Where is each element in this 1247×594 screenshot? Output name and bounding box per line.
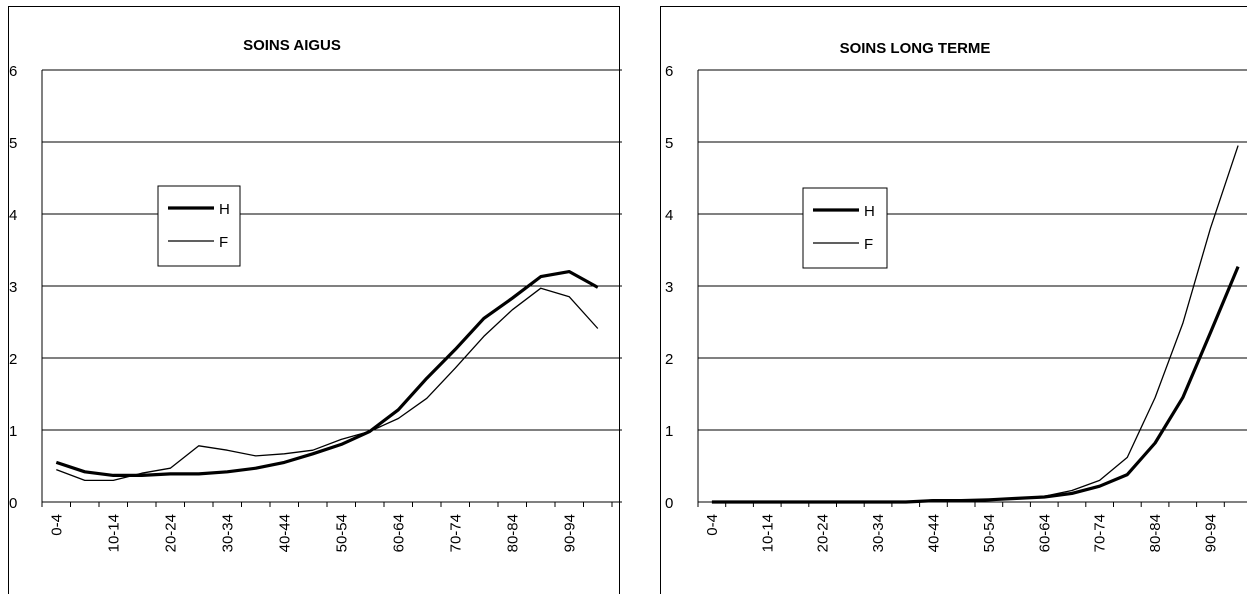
legend-label-f: F <box>864 236 873 253</box>
legend-box <box>802 187 888 269</box>
chart-frame <box>660 6 1247 594</box>
x-tick-label: 50-54 <box>333 514 350 552</box>
x-tick-label: 50-54 <box>981 514 998 552</box>
series-line-f <box>711 145 1239 503</box>
x-tick-label: 20-24 <box>162 514 179 552</box>
x-tick-label: 80-84 <box>1147 514 1164 552</box>
y-tick-label: 2 <box>9 351 17 368</box>
y-tick-label: 0 <box>665 495 673 512</box>
x-tick-label: 0-4 <box>48 514 65 536</box>
chart-title: SOINS LONG TERME <box>840 40 991 57</box>
y-tick-label: 5 <box>665 135 673 152</box>
y-tick-label: 1 <box>9 423 17 440</box>
series-line-f <box>56 287 599 482</box>
series-line-h <box>711 265 1240 504</box>
y-tick-label: 2 <box>665 351 673 368</box>
x-tick-label: 10-14 <box>759 514 776 552</box>
chart-panel-soins-aigus: SOINS AIGUS 0 1 2 3 4 5 6 0-4 10-14 20-24 30-34 40-4… <box>0 0 622 594</box>
x-tick-label: 60-64 <box>390 514 407 552</box>
x-tick-label: 40-44 <box>925 514 942 552</box>
y-tick-label: 3 <box>665 279 673 296</box>
x-tick-label: 30-34 <box>870 514 887 552</box>
x-tick-label: 90-94 <box>1202 514 1219 552</box>
y-tick-label: 5 <box>9 135 17 152</box>
x-tick-label: 0-4 <box>704 514 721 536</box>
x-tick-label: 20-24 <box>815 514 832 552</box>
line-chart-soins-aigus: SOINS AIGUS 0 1 2 3 4 5 6 0-4 10-14 20-24 30-34 40-4… <box>9 37 622 552</box>
series-line-h <box>55 270 599 477</box>
legend-box <box>157 185 241 267</box>
y-tick-label: 4 <box>9 207 17 224</box>
y-tick-label: 6 <box>665 63 673 80</box>
x-tick-label: 90-94 <box>561 514 578 552</box>
y-tick-label: 0 <box>9 495 17 512</box>
x-tick-label: 60-64 <box>1036 514 1053 552</box>
x-tick-label: 80-84 <box>504 514 521 552</box>
x-tick-label: 10-14 <box>105 514 122 552</box>
x-tick-label: 70-74 <box>447 514 464 552</box>
legend-label-f: F <box>219 234 228 251</box>
chart-title: SOINS AIGUS <box>243 37 341 54</box>
y-tick-label: 1 <box>665 423 673 440</box>
x-tick-label: 70-74 <box>1092 514 1109 552</box>
line-chart-soins-long-terme: SOINS LONG TERME 0 1 2 3 4 5 6 0-4 10-14 20-24 30-3… <box>665 40 1247 552</box>
y-tick-label: 3 <box>9 279 17 296</box>
y-tick-label: 6 <box>9 63 17 80</box>
legend-label-h: H <box>219 201 230 218</box>
x-tick-label: 40-44 <box>276 514 293 552</box>
y-tick-label: 4 <box>665 207 673 224</box>
legend-label-h: H <box>864 203 875 220</box>
chart-panel-soins-long-terme: SOINS LONG TERME 0 1 2 3 4 5 6 0-4 10-14 20-24 30-3… <box>652 0 1247 594</box>
chart-frame <box>8 6 620 594</box>
x-tick-label: 30-34 <box>219 514 236 552</box>
